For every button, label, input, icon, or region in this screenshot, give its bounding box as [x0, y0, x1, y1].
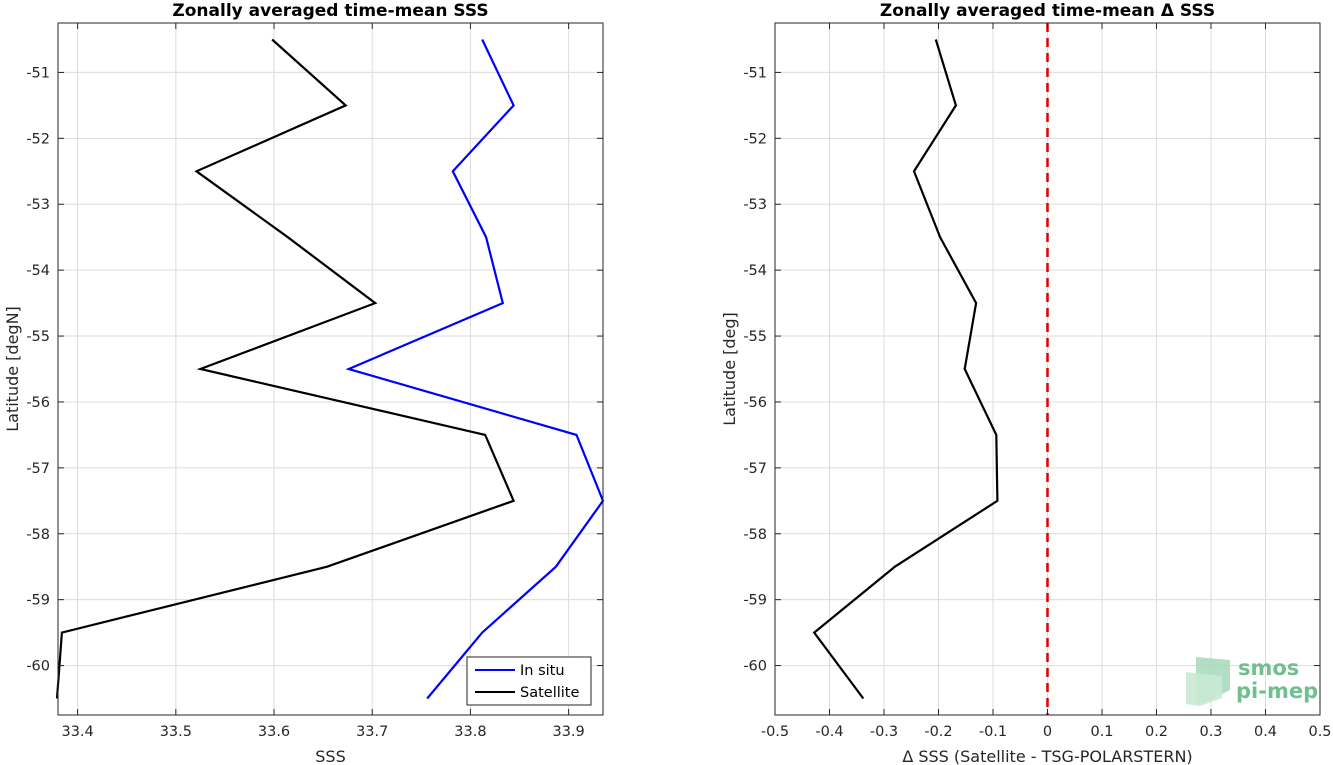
x-tick-label: 33.5 — [160, 724, 192, 740]
x-tick-label: -0.5 — [761, 724, 789, 740]
y-tick-label: -52 — [26, 131, 50, 147]
legend: In situ Satellite — [466, 656, 592, 706]
y-axis-label-delta-sss: Latitude [deg] — [720, 312, 739, 426]
x-tick-label: 33.9 — [552, 724, 584, 740]
y-tick-label: -53 — [743, 197, 767, 213]
y-tick-label: -57 — [743, 461, 767, 477]
y-tick-label: -59 — [26, 593, 50, 609]
legend-label-in-situ: In situ — [520, 663, 565, 679]
grid-lines — [58, 23, 603, 715]
legend-box — [466, 656, 592, 706]
y-tick-label: -54 — [26, 263, 50, 279]
legend-label-satellite: Satellite — [520, 685, 579, 701]
logo-text-pi-mep: pi-mep — [1236, 679, 1318, 703]
x-tick-label: 33.4 — [61, 724, 93, 740]
plot-frame — [57, 22, 604, 716]
x-tick-label: -0.4 — [815, 724, 843, 740]
y-tick-label: -55 — [743, 329, 767, 345]
y-tick-label: -51 — [26, 65, 50, 81]
x-axis-label-sss: SSS — [315, 747, 345, 765]
x-tick-label: -0.3 — [870, 724, 898, 740]
chart-title-sss: Zonally averaged time-mean SSS — [172, 1, 488, 21]
y-tick-label: -57 — [26, 461, 50, 477]
y-tick-label: -54 — [743, 263, 767, 279]
y-tick-label: -60 — [26, 659, 50, 675]
y-tick-label: -52 — [743, 131, 767, 147]
y-tick-label: -59 — [743, 593, 767, 609]
x-tick-label: 0.2 — [1145, 724, 1168, 740]
series-line-satellite — [55, 38, 516, 699]
y-tick-label: -60 — [743, 659, 767, 675]
x-tick-label: 33.6 — [258, 724, 290, 740]
x-tick-label: 0.5 — [1308, 724, 1331, 740]
y-tick-label: -55 — [26, 329, 50, 345]
logo-text-smos: smos — [1238, 656, 1299, 680]
x-tick-label: -0.2 — [924, 724, 952, 740]
series-line-delta-sss — [812, 39, 999, 700]
y-tick-label: -56 — [743, 395, 767, 411]
x-tick-label: 0 — [1043, 724, 1052, 740]
grid-lines — [774, 23, 1321, 715]
smos-pi-mep-logo: smos pi-mep — [1186, 656, 1318, 706]
logo-wave-icon-2 — [1186, 672, 1222, 706]
panel-sss: Zonally averaged time-mean SSS SSS Latit… — [3, 1, 605, 765]
y-axis-label-sss: Latitude [degN] — [3, 306, 22, 432]
x-axis-label-delta-sss: Δ SSS (Satellite - TSG-POLARSTERN) — [902, 747, 1192, 765]
x-tick-label: 0.1 — [1090, 724, 1113, 740]
x-tick-label: 0.4 — [1254, 724, 1277, 740]
y-tick-label: -51 — [743, 65, 767, 81]
x-tick-label: 33.8 — [454, 724, 486, 740]
series-line-in-situ — [345, 39, 605, 700]
y-tick-label: -56 — [26, 395, 50, 411]
x-tick-label: 33.7 — [356, 724, 388, 740]
y-tick-label: -58 — [26, 527, 50, 543]
y-tick-label: -58 — [743, 527, 767, 543]
x-tick-label: -0.1 — [979, 724, 1007, 740]
y-tick-label: -53 — [26, 197, 50, 213]
chart-title-delta-sss: Zonally averaged time-mean Δ SSS — [880, 1, 1215, 21]
panel-delta-sss: Zonally averaged time-mean Δ SSS Δ SSS (… — [720, 1, 1332, 765]
x-tick-label: 0.3 — [1199, 724, 1222, 740]
